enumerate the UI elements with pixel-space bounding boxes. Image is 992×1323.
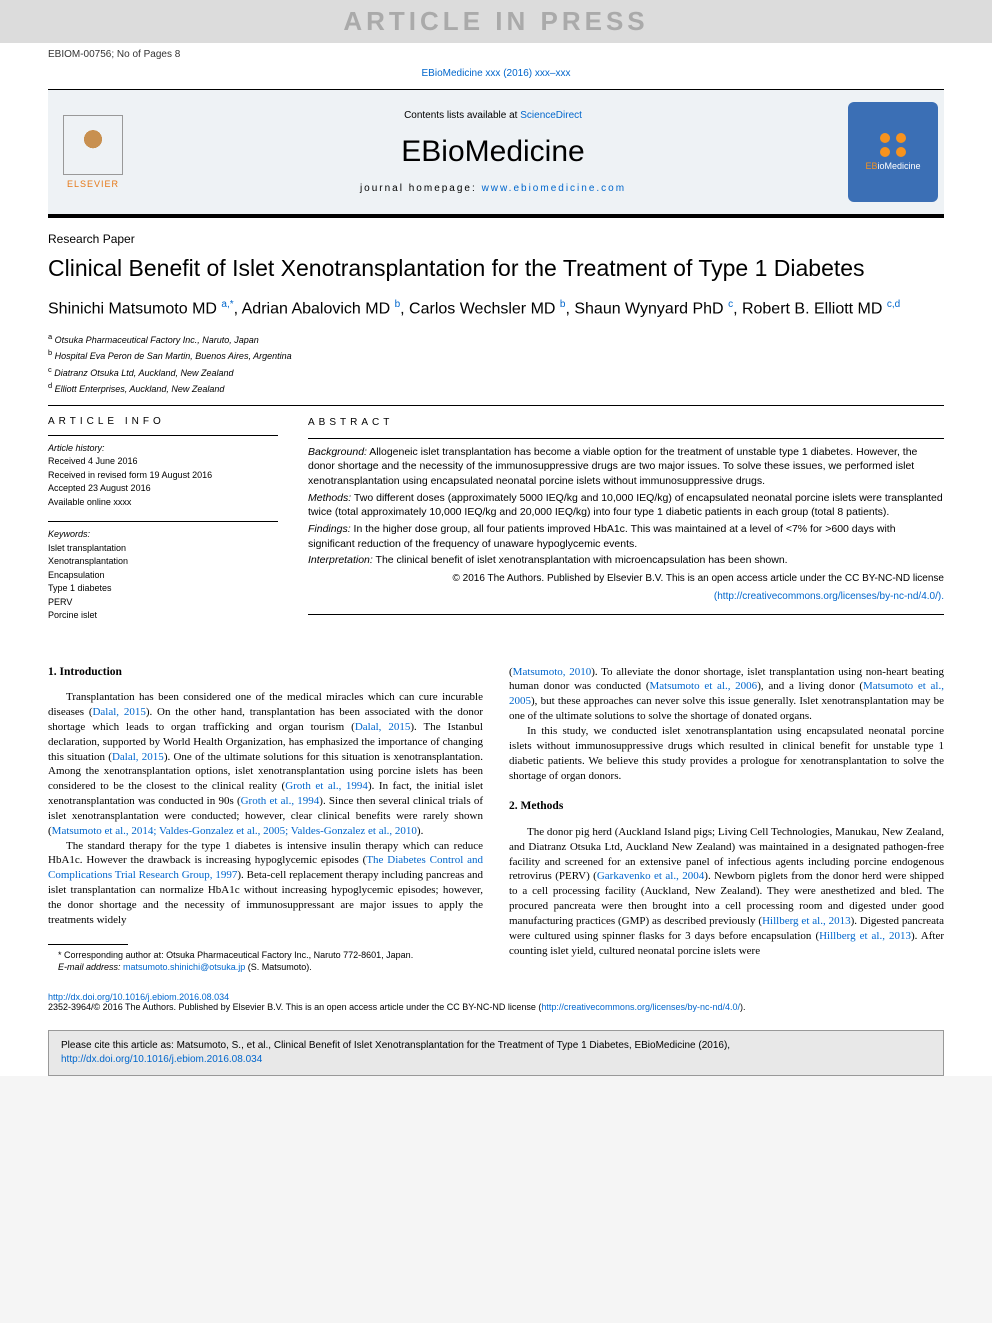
article-id: EBIOM-00756; No of Pages 8 bbox=[0, 43, 992, 60]
methods-heading: 2. Methods bbox=[509, 799, 944, 815]
affiliations: a Otsuka Pharmaceutical Factory Inc., Na… bbox=[48, 331, 944, 397]
journal-ref-link[interactable]: EBioMedicine xxx (2016) xxx–xxx bbox=[422, 68, 571, 79]
elsevier-label: ELSEVIER bbox=[67, 179, 119, 189]
info-abstract-row: article info Article history: Received 4… bbox=[48, 416, 944, 635]
abstract-heading: abstract bbox=[308, 416, 944, 430]
history-item: Received in revised form 19 August 2016 bbox=[48, 469, 278, 483]
authors: Shinichi Matsumoto MD a,*, Adrian Abalov… bbox=[48, 298, 944, 321]
keyword: Type 1 diabetes bbox=[48, 582, 278, 596]
abstract-bg-text: Allogeneic islet transplantation has bec… bbox=[308, 446, 917, 487]
citation-link[interactable]: Matsumoto, 2010 bbox=[513, 666, 592, 678]
email-suffix: (S. Matsumoto). bbox=[245, 962, 312, 972]
doi-link[interactable]: http://dx.doi.org/10.1016/j.ebiom.2016.0… bbox=[48, 992, 229, 1002]
contents-line: Contents lists available at ScienceDirec… bbox=[138, 110, 848, 121]
masthead-center: Contents lists available at ScienceDirec… bbox=[138, 110, 848, 194]
page-footer: http://dx.doi.org/10.1016/j.ebiom.2016.0… bbox=[0, 974, 992, 1022]
page: ARTICLE IN PRESS EBIOM-00756; No of Page… bbox=[0, 0, 992, 1076]
divider bbox=[308, 438, 944, 439]
citation-link[interactable]: Dalal, 2015 bbox=[92, 706, 145, 718]
journal-name: EBioMedicine bbox=[138, 135, 848, 169]
divider bbox=[48, 435, 278, 436]
ebiomedicine-badge[interactable]: EBioMedicine bbox=[848, 102, 938, 202]
keyword: Xenotransplantation bbox=[48, 555, 278, 569]
body-text: ), but these approaches can never solve … bbox=[509, 695, 944, 722]
body-text: ), and a living donor ( bbox=[757, 680, 863, 692]
copyright-text: © 2016 The Authors. Published by Elsevie… bbox=[452, 573, 944, 584]
keyword: Islet transplantation bbox=[48, 542, 278, 556]
contents-prefix: Contents lists available at bbox=[404, 110, 520, 121]
divider bbox=[48, 405, 944, 406]
keyword: Porcine islet bbox=[48, 609, 278, 623]
abstract-findings-text: In the higher dose group, all four patie… bbox=[308, 523, 896, 550]
history-label: Article history: bbox=[48, 442, 278, 456]
badge-label: EBioMedicine bbox=[865, 161, 920, 171]
citation-link[interactable]: Matsumoto et al., 2014; Valdes-Gonzalez … bbox=[52, 825, 417, 837]
sciencedirect-link[interactable]: ScienceDirect bbox=[520, 110, 582, 121]
abstract-interp-label: Interpretation: bbox=[308, 554, 373, 566]
homepage-line: journal homepage: www.ebiomedicine.com bbox=[138, 183, 848, 194]
cite-text: Please cite this article as: Matsumoto, … bbox=[61, 1040, 730, 1051]
content: Research Paper Clinical Benefit of Islet… bbox=[0, 218, 992, 974]
divider bbox=[48, 521, 278, 522]
cite-doi-link[interactable]: http://dx.doi.org/10.1016/j.ebiom.2016.0… bbox=[61, 1054, 262, 1065]
email-label: E-mail address: bbox=[58, 962, 123, 972]
keyword: PERV bbox=[48, 596, 278, 610]
article-in-press-banner: ARTICLE IN PRESS bbox=[0, 0, 992, 43]
body-text: ). bbox=[417, 825, 423, 837]
history-item: Available online xxxx bbox=[48, 496, 278, 510]
footnote-divider bbox=[48, 944, 128, 945]
elsevier-logo[interactable]: ELSEVIER bbox=[48, 102, 138, 202]
article-history: Article history: Received 4 June 2016 Re… bbox=[48, 442, 278, 510]
article-info-heading: article info bbox=[48, 416, 278, 427]
abstract-bg-label: Background: bbox=[308, 446, 367, 458]
homepage-link[interactable]: www.ebiomedicine.com bbox=[482, 183, 627, 194]
keywords: Keywords: Islet transplantation Xenotran… bbox=[48, 528, 278, 623]
email-footnote: E-mail address: matsumoto.shinichi@otsuk… bbox=[48, 961, 483, 974]
abstract-interp-text: The clinical benefit of islet xenotransp… bbox=[373, 554, 788, 566]
citation-link[interactable]: Groth et al., 1994 bbox=[241, 795, 320, 807]
license-link[interactable]: (http://creativecommons.org/licenses/by-… bbox=[714, 591, 944, 602]
citation-link[interactable]: Matsumoto et al., 2006 bbox=[650, 680, 758, 692]
citation-link[interactable]: Hillberg et al., 2013 bbox=[762, 915, 850, 927]
homepage-prefix: journal homepage: bbox=[360, 183, 482, 194]
issn-text: 2352-3964/© 2016 The Authors. Published … bbox=[48, 1002, 541, 1012]
article-title: Clinical Benefit of Islet Xenotransplant… bbox=[48, 254, 944, 284]
journal-reference: EBioMedicine xxx (2016) xxx–xxx bbox=[0, 60, 992, 89]
badge-dots-icon bbox=[880, 147, 906, 157]
keywords-label: Keywords: bbox=[48, 528, 278, 542]
masthead: ELSEVIER Contents lists available at Sci… bbox=[48, 89, 944, 218]
citation-link[interactable]: Dalal, 2015 bbox=[355, 721, 411, 733]
license-link[interactable]: http://creativecommons.org/licenses/by-n… bbox=[541, 1002, 740, 1012]
badge-dots-icon bbox=[880, 133, 906, 143]
citation-link[interactable]: Groth et al., 1994 bbox=[285, 780, 368, 792]
article-info: article info Article history: Received 4… bbox=[48, 416, 278, 635]
history-item: Received 4 June 2016 bbox=[48, 455, 278, 469]
body-columns: 1. Introduction Transplantation has been… bbox=[48, 665, 944, 974]
citation-link[interactable]: Garkavenko et al., 2004 bbox=[597, 870, 704, 882]
keyword: Encapsulation bbox=[48, 569, 278, 583]
article-type: Research Paper bbox=[48, 232, 944, 246]
citation-link[interactable]: Hillberg et al., 2013 bbox=[819, 930, 911, 942]
abstract-methods-label: Methods: bbox=[308, 492, 351, 504]
corresponding-author-footnote: * Corresponding author at: Otsuka Pharma… bbox=[48, 949, 483, 962]
elsevier-tree-icon bbox=[63, 115, 123, 175]
abstract: abstract Background: Allogeneic islet tr… bbox=[308, 416, 944, 635]
citation-link[interactable]: Dalal, 2015 bbox=[112, 751, 164, 763]
email-link[interactable]: matsumoto.shinichi@otsuka.jp bbox=[123, 962, 245, 972]
divider bbox=[308, 614, 944, 615]
abstract-methods-text: Two different doses (approximately 5000 … bbox=[308, 492, 943, 519]
abstract-findings-label: Findings: bbox=[308, 523, 351, 535]
column-right: (Matsumoto, 2010). To alleviate the dono… bbox=[509, 665, 944, 974]
body-text: In this study, we conducted islet xenotr… bbox=[509, 724, 944, 783]
column-left: 1. Introduction Transplantation has been… bbox=[48, 665, 483, 974]
history-item: Accepted 23 August 2016 bbox=[48, 482, 278, 496]
intro-heading: 1. Introduction bbox=[48, 665, 483, 681]
issn-suffix: ). bbox=[740, 1002, 746, 1012]
citation-box: Please cite this article as: Matsumoto, … bbox=[48, 1030, 944, 1076]
